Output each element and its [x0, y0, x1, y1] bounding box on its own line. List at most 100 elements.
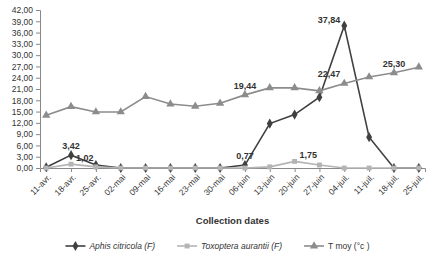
x-tick-label: 09-mai: [127, 172, 153, 198]
y-tick-mark: [36, 55, 40, 56]
x-tick-mark: [71, 168, 72, 172]
y-tick-label: 30,00: [12, 50, 34, 60]
y-tick-mark: [36, 10, 40, 11]
y-tick-mark: [36, 100, 40, 101]
y-tick-mark: [36, 89, 40, 90]
marks: [42, 21, 423, 174]
y-tick-label: 39,00: [12, 17, 34, 27]
marker: [267, 164, 272, 169]
y-tick-mark: [36, 157, 40, 158]
y-tick-label: 6,00: [16, 141, 33, 151]
y-tick-label: 21,00: [12, 84, 34, 94]
x-tick: 13-juin: [251, 168, 276, 197]
x-tick: 16-mai: [152, 168, 178, 198]
data-label: 1,75: [300, 150, 318, 160]
x-tick: 11-avr.: [28, 168, 53, 197]
legend-label: T moy (°c ): [328, 241, 370, 251]
legend-marker: [310, 241, 318, 248]
marker: [218, 166, 223, 171]
marker: [43, 162, 49, 172]
x-tick: 23-mai: [177, 168, 203, 198]
x-axis: 11-avr.18-avr.25-avr.02-mai09-mai16-mai2…: [28, 168, 426, 198]
y-tick-mark: [36, 33, 40, 34]
series-line: [46, 161, 419, 168]
marker: [315, 86, 323, 93]
y-tick: 18,00: [12, 96, 40, 106]
x-tick-label: 20-juin: [276, 172, 301, 197]
marker: [167, 163, 173, 173]
marker: [316, 92, 322, 102]
x-tick-label: 23-mai: [177, 172, 203, 198]
marker: [166, 99, 174, 106]
y-tick: 39,00: [12, 17, 40, 27]
marker: [390, 68, 398, 75]
marker: [367, 166, 372, 171]
y-tick: 21,00: [12, 84, 40, 94]
marker: [93, 164, 98, 169]
y-tick-label: 18,00: [12, 96, 34, 106]
x-tick-label: 06-juin: [227, 172, 252, 197]
y-tick-mark: [36, 78, 40, 79]
x-tick: 06-juin: [227, 168, 252, 197]
y-tick-label: 15,00: [12, 107, 34, 117]
marker: [216, 98, 224, 105]
y-tick: 3,00: [16, 152, 40, 162]
y-tick-label: 33,00: [12, 39, 34, 49]
x-tick: 30-mai: [201, 168, 227, 198]
y-tick-label: 24,00: [12, 73, 34, 83]
x-tick: 25-juil.: [401, 168, 426, 197]
x-tick: 04-juil.: [326, 168, 351, 197]
x-tick-label: 25-juil.: [401, 172, 426, 197]
x-tick: 02-mai: [102, 168, 128, 198]
marker: [42, 111, 50, 118]
plot: 0,003,006,009,0012,0015,0018,0021,0024,0…: [12, 5, 426, 197]
legend-marker: [185, 244, 190, 249]
y-tick-mark: [36, 123, 40, 124]
marker: [117, 107, 125, 114]
x-tick-label: 18-avr.: [52, 172, 77, 197]
y-tick: 33,00: [12, 39, 40, 49]
marker: [69, 162, 74, 167]
marker: [193, 166, 198, 171]
x-tick-label: 13-juin: [251, 172, 276, 197]
marker: [44, 166, 49, 171]
y-tick: 42,00: [12, 5, 40, 15]
marker: [143, 166, 148, 171]
y-tick: 0,00: [16, 163, 40, 173]
y-tick-label: 9,00: [16, 129, 33, 139]
marker: [317, 163, 322, 168]
marker: [266, 83, 274, 90]
y-tick-label: 36,00: [12, 28, 34, 38]
x-tick: 11-juil.: [352, 168, 376, 196]
marker: [141, 92, 149, 99]
legend-item: Toxoptera aurantii (F): [177, 241, 282, 251]
x-tick-label: 11-avr.: [28, 172, 53, 197]
y-tick-mark: [36, 21, 40, 22]
x-tick: 18-avr.: [52, 168, 77, 198]
series-line: [46, 67, 419, 115]
legend-label: Aphis citricola (F): [88, 241, 155, 251]
marker: [93, 160, 99, 170]
marker: [342, 166, 347, 171]
y-tick-mark: [36, 134, 40, 135]
marker: [191, 101, 199, 108]
legend-marker: [73, 241, 79, 251]
legend-item: Aphis citricola (F): [65, 241, 155, 251]
marker: [340, 79, 348, 86]
x-tick-label: 11-juil.: [352, 172, 376, 196]
y-tick: 24,00: [12, 73, 40, 83]
y-tick: 27,00: [12, 62, 40, 72]
y-tick-label: 42,00: [12, 5, 34, 15]
marker: [292, 159, 297, 164]
y-tick-mark: [36, 112, 40, 113]
marker: [391, 163, 397, 173]
y-tick: 36,00: [12, 28, 40, 38]
y-axis-line: [36, 11, 41, 169]
x-tick-label: 30-mai: [201, 172, 227, 198]
x-tick-mark: [319, 168, 320, 172]
y-tick: 6,00: [16, 141, 40, 151]
y-tick: 15,00: [12, 107, 40, 117]
marker: [118, 163, 124, 173]
x-axis-title: Collection dates: [196, 215, 269, 226]
marker: [392, 166, 397, 171]
